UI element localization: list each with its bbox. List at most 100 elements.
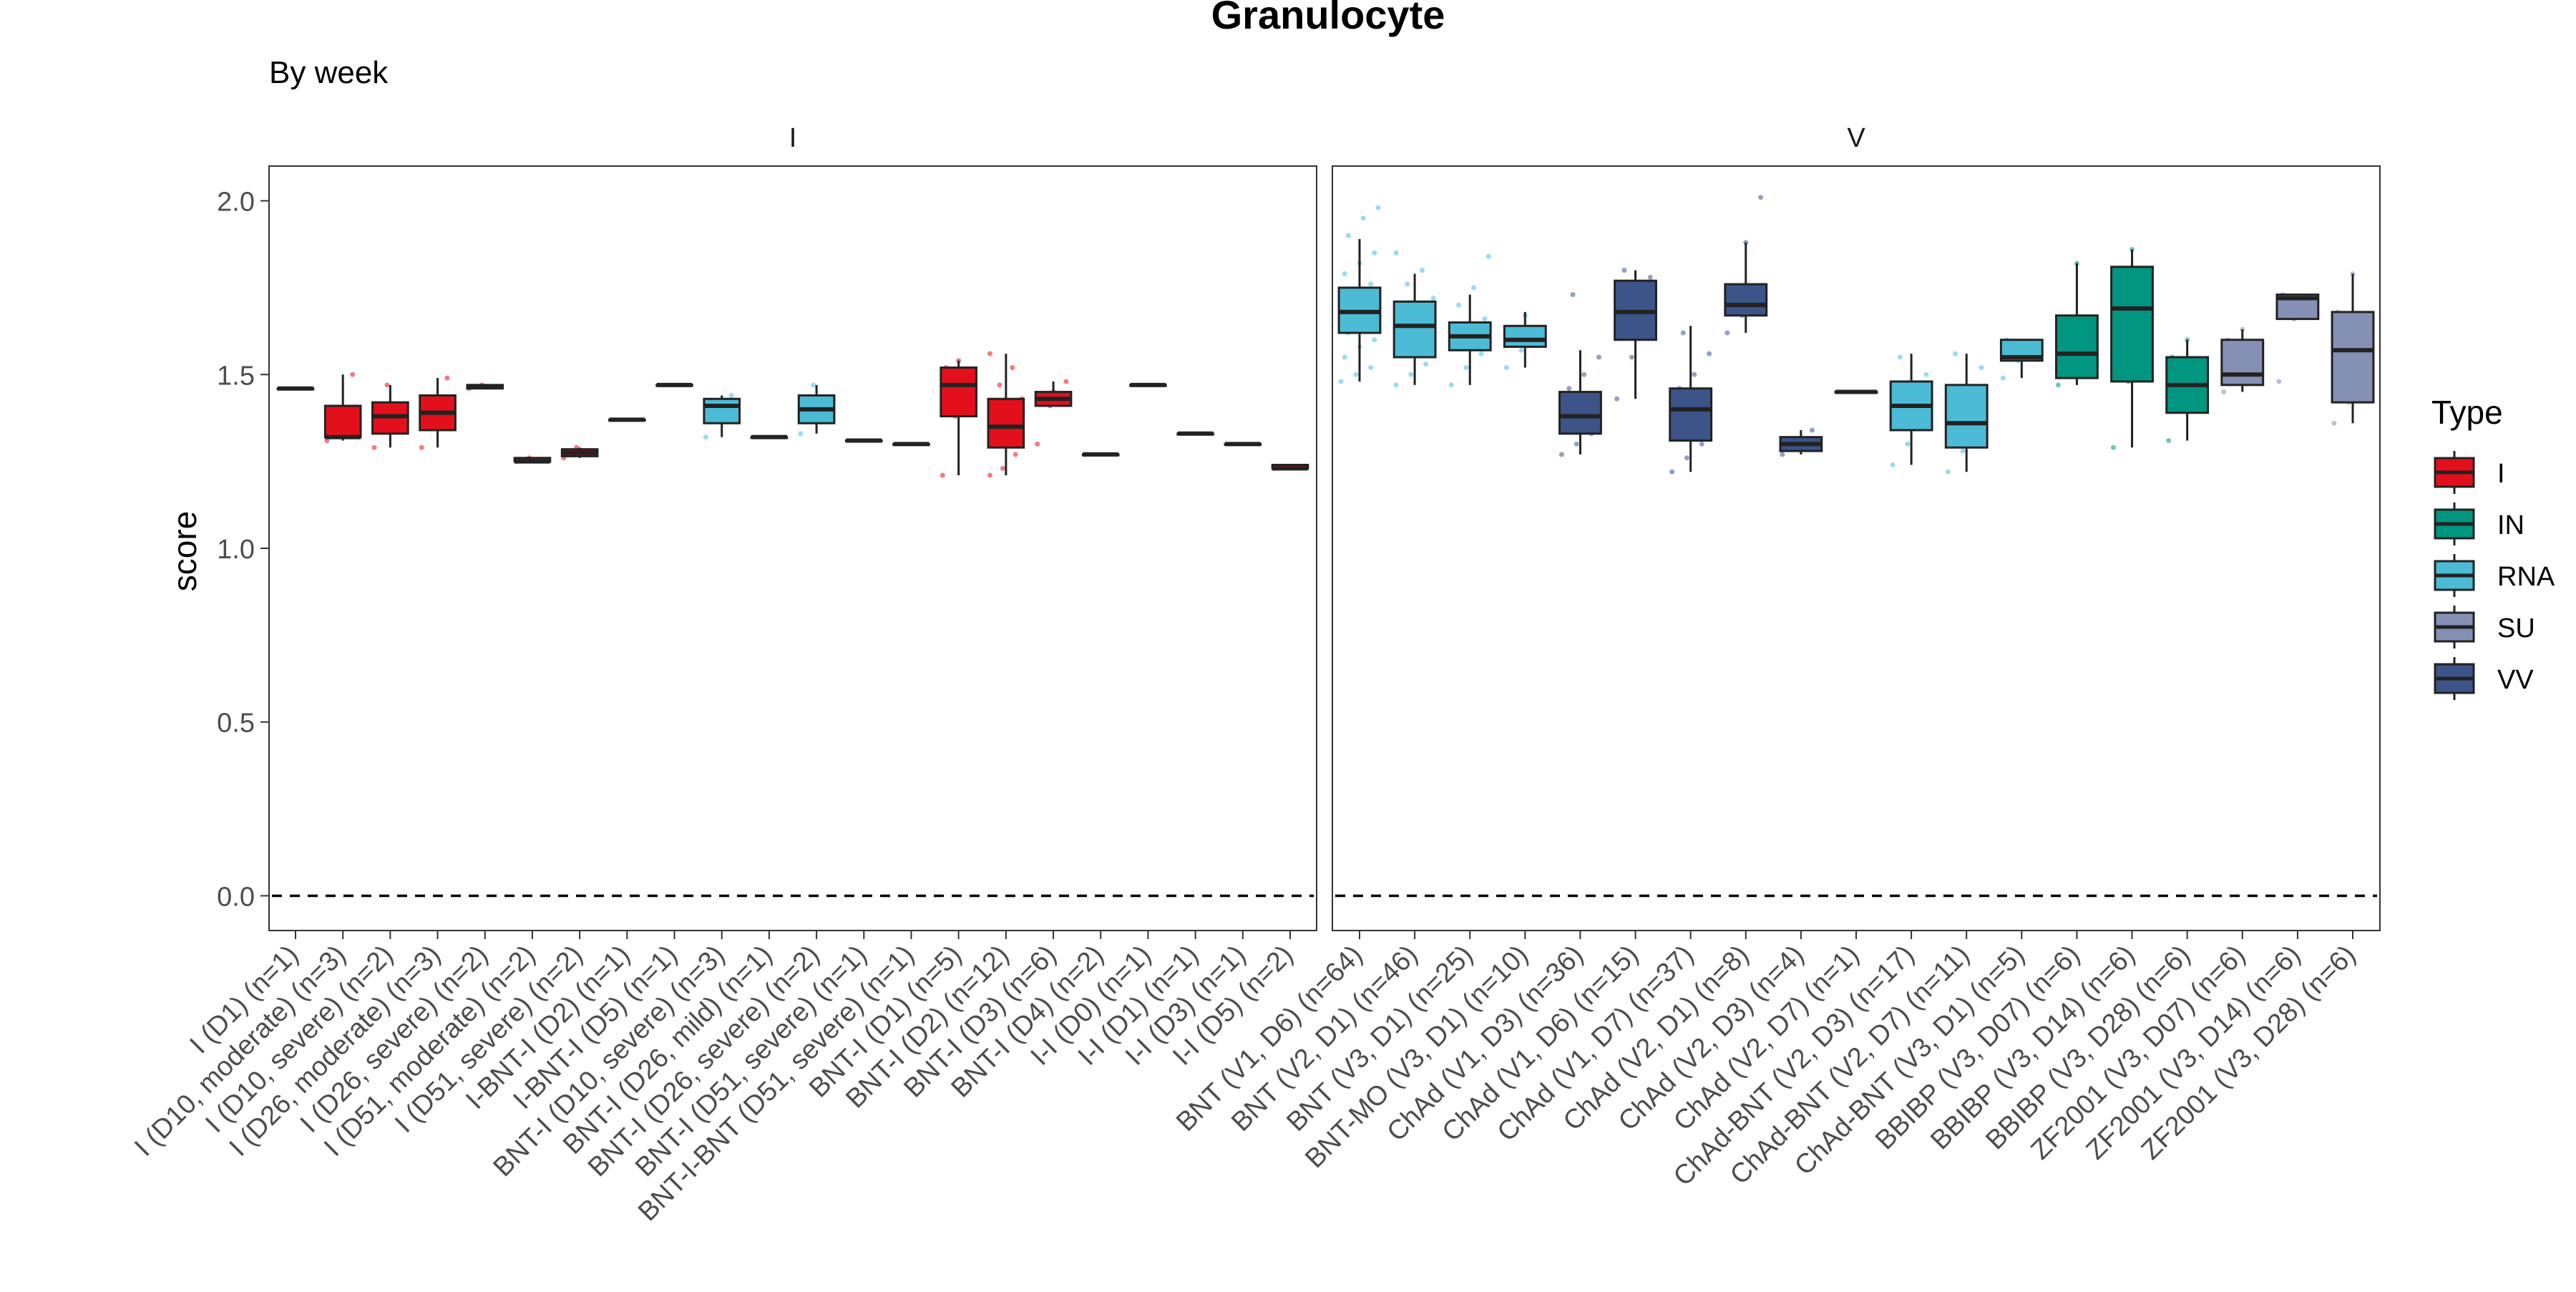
- data-point: [940, 472, 945, 478]
- box-body: [703, 397, 741, 424]
- y-tick-label: 2.0: [217, 188, 255, 218]
- y-tick-label: 1.0: [217, 535, 255, 565]
- data-point: [1375, 205, 1381, 210]
- legend-entry-rna: RNA: [2434, 554, 2555, 597]
- data-point: [1810, 427, 1815, 433]
- data-point: [1680, 330, 1686, 336]
- data-point: [1423, 361, 1429, 367]
- legend-entry-su: SU: [2434, 606, 2535, 649]
- legend-label: VV: [2497, 665, 2534, 695]
- data-point: [987, 472, 993, 478]
- box-body: [323, 404, 362, 439]
- box-body: [2220, 339, 2265, 387]
- data-point: [1923, 371, 1929, 377]
- panel-i: I0.00.51.01.52.0I (D1) (n=1)I (D10, mode…: [129, 123, 1317, 1227]
- data-point: [1063, 379, 1069, 384]
- data-point: [1503, 365, 1509, 371]
- data-point: [2331, 420, 2337, 426]
- data-point: [1372, 250, 1377, 256]
- data-point: [1405, 281, 1410, 287]
- data-point: [1707, 351, 1712, 356]
- data-point: [1485, 253, 1491, 259]
- box-body: [1558, 391, 1602, 435]
- facet-label: I: [789, 123, 797, 153]
- legend-label: SU: [2497, 613, 2535, 643]
- data-point: [1393, 250, 1399, 256]
- data-point: [1629, 354, 1634, 360]
- data-point: [2055, 382, 2061, 388]
- data-point: [324, 438, 330, 444]
- legend-label: IN: [2497, 510, 2524, 540]
- box-body: [1724, 283, 1768, 317]
- data-point: [419, 445, 424, 450]
- data-point: [2111, 445, 2117, 450]
- data-point: [1570, 292, 1576, 298]
- data-point: [1699, 441, 1704, 447]
- data-point: [1342, 354, 1347, 360]
- legend-title: Type: [2431, 394, 2503, 431]
- chart-title: Granulocyte: [1211, 0, 1445, 37]
- data-point: [2166, 438, 2172, 444]
- data-point: [1408, 371, 1414, 377]
- data-point: [728, 392, 734, 398]
- data-point: [1478, 351, 1484, 356]
- data-point: [1353, 371, 1359, 377]
- data-point: [1684, 455, 1689, 461]
- data-point: [811, 382, 816, 388]
- data-point: [1338, 379, 1344, 384]
- data-point: [1010, 365, 1015, 371]
- legend-entry-i: I: [2434, 451, 2505, 494]
- data-point: [1945, 469, 1951, 475]
- y-tick-label: 0.0: [217, 882, 255, 912]
- data-point: [1979, 365, 1984, 371]
- data-point: [1456, 302, 1462, 308]
- data-point: [1758, 195, 1764, 200]
- data-point: [1581, 371, 1587, 377]
- chart-subtitle: By week: [269, 55, 389, 90]
- data-point: [1621, 268, 1627, 273]
- box-body: [1669, 387, 1713, 442]
- legend: Type I IN RNA SU VV: [2431, 394, 2555, 700]
- box-body: [2331, 311, 2375, 404]
- data-point: [1470, 285, 1476, 291]
- data-point: [1692, 371, 1697, 377]
- box-body: [987, 397, 1025, 449]
- data-point: [1890, 462, 1896, 467]
- data-point: [1558, 452, 1564, 457]
- data-point: [1669, 469, 1675, 475]
- legend-entry-in: IN: [2434, 502, 2524, 545]
- data-point: [1448, 382, 1454, 388]
- box-body: [1944, 384, 1989, 449]
- data-point: [1368, 281, 1374, 287]
- panel-border: [1332, 165, 2381, 931]
- data-point: [1035, 441, 1040, 447]
- data-point: [1420, 268, 1425, 273]
- data-point: [350, 371, 356, 377]
- data-point: [997, 382, 1002, 388]
- data-point: [1345, 233, 1351, 238]
- data-point: [1463, 365, 1469, 371]
- data-point: [1960, 448, 1966, 454]
- data-point: [371, 445, 377, 450]
- y-tick-label: 1.5: [217, 361, 255, 391]
- facet-label: V: [1847, 123, 1865, 153]
- legend-entry-vv: VV: [2434, 657, 2534, 700]
- data-point: [1360, 215, 1366, 221]
- box-body: [1392, 300, 1437, 359]
- data-point: [987, 351, 993, 356]
- data-point: [1905, 441, 1911, 447]
- data-point: [1574, 441, 1579, 447]
- data-point: [798, 431, 804, 437]
- data-point: [2000, 375, 2006, 381]
- data-point: [1013, 452, 1018, 457]
- data-point: [2276, 379, 2282, 384]
- y-axis-label: score: [166, 511, 203, 591]
- data-point: [1780, 452, 1785, 457]
- data-point: [1430, 295, 1436, 301]
- data-point: [1393, 382, 1399, 388]
- data-point: [1614, 396, 1620, 402]
- data-point: [1482, 316, 1488, 322]
